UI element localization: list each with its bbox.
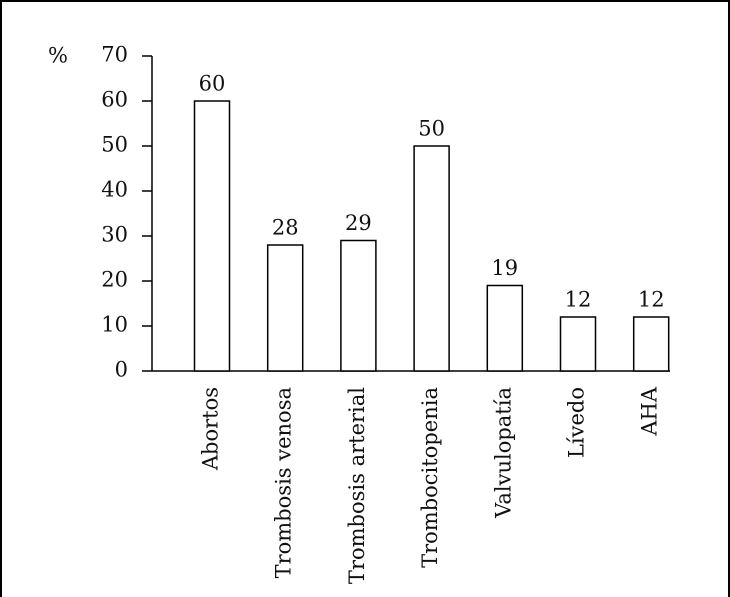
bar [559,316,597,372]
x-tick-label: Abortos [199,387,223,471]
x-tick-label: Trombosis venosa [272,387,296,578]
bar [340,239,377,372]
y-tick-label: 40 [101,178,128,202]
value-label: 50 [418,117,445,141]
bar [193,100,231,372]
y-tick-label: 30 [101,223,128,247]
y-tick-label: 20 [101,268,128,292]
y-tick-label: 60 [101,88,128,112]
x-tick-label: Trombosis arterial [345,387,369,584]
y-tick-label: 10 [101,313,128,337]
x-tick-label: Trombocitopenia [418,387,442,568]
value-label: 28 [272,216,299,240]
y-axis-label: % [48,44,68,68]
x-tick-label: Valvulopatía [491,387,515,519]
value-label: 12 [638,288,665,312]
y-tick-label: 0 [115,358,128,382]
y-tick-label: 70 [101,43,128,67]
bar [632,316,670,372]
bar [486,284,524,372]
value-label: 19 [491,256,518,280]
value-label: 29 [345,211,372,235]
x-tick-label: Lívedo [565,387,589,458]
bar [413,145,450,372]
value-label: 60 [199,72,226,96]
bar [266,244,304,372]
x-tick-label: AHA [638,386,662,436]
y-tick-label: 50 [101,133,128,157]
value-label: 12 [565,288,592,312]
